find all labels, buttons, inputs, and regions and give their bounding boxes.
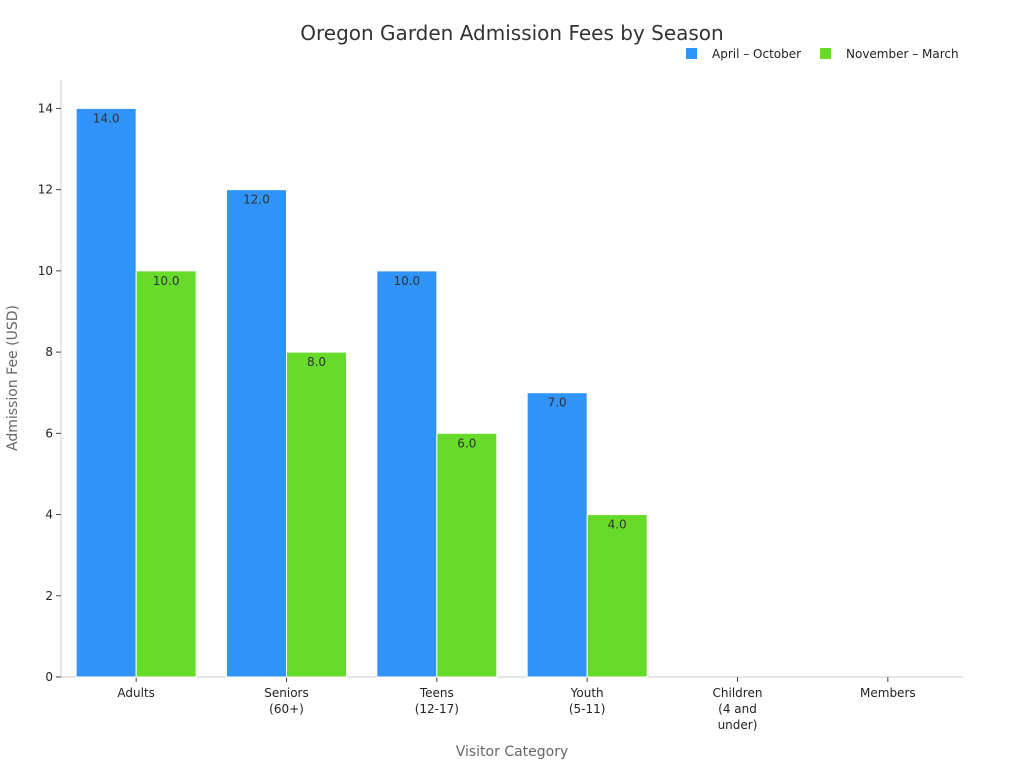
data-label: 14.0 <box>93 111 120 125</box>
legend-label: November – March <box>846 47 959 61</box>
bar <box>526 392 588 678</box>
x-tick-label-line: under) <box>718 718 758 732</box>
y-axis-title: Admission Fee (USD) <box>5 305 21 451</box>
x-tick-label: Teens (12-17) <box>415 686 459 716</box>
data-label: 8.0 <box>307 355 326 369</box>
bar <box>586 514 648 678</box>
legend-swatch <box>686 48 697 59</box>
data-label: 12.0 <box>243 193 270 207</box>
y-tick-label: 4 <box>45 508 53 522</box>
bar <box>75 107 137 678</box>
data-label: 4.0 <box>608 518 627 532</box>
y-tick-label: 8 <box>45 345 53 359</box>
y-tick-label: 0 <box>45 670 53 684</box>
data-label: 10.0 <box>153 274 180 288</box>
x-axis-title: Visitor Category <box>456 744 569 760</box>
bar <box>376 270 438 678</box>
bar <box>226 189 287 678</box>
x-tick-label-line: Adults <box>117 686 155 700</box>
x-tick-label-line: Children <box>713 686 763 700</box>
axes: 0 2 4 6 8 10 12 14 Adults Seniors (60+) Teens (12-17… <box>38 80 963 732</box>
y-tick-label: 6 <box>45 426 53 440</box>
x-tick-label: Youth (5-11) <box>569 686 606 716</box>
x-tick-label-line: (5-11) <box>569 702 606 716</box>
x-tick-label: Seniors (60+) <box>264 686 308 716</box>
legend: April – October November – March <box>686 47 959 61</box>
bar <box>286 351 347 678</box>
chart-title: Oregon Garden Admission Fees by Season <box>300 21 723 45</box>
x-tick-label-line: (4 and <box>718 702 757 716</box>
y-tick-label: 2 <box>45 589 53 603</box>
data-label: 10.0 <box>393 274 420 288</box>
x-tick-label: Adults <box>117 686 155 700</box>
x-tick-label-line: Youth <box>570 686 604 700</box>
data-label: 7.0 <box>548 396 567 410</box>
legend-swatch <box>820 48 831 59</box>
legend-label: April – October <box>712 47 801 61</box>
data-labels: 14.0 10.0 12.0 8.0 10.0 6.0 7.0 4.0 <box>93 111 627 531</box>
bar <box>135 270 197 678</box>
data-label: 6.0 <box>457 436 476 450</box>
x-tick-label-line: Members <box>860 686 916 700</box>
x-tick-label-line: (12-17) <box>415 702 459 716</box>
x-tick-label: Members <box>860 686 916 700</box>
bar <box>436 432 498 678</box>
x-tick-label-line: Seniors <box>264 686 308 700</box>
bars <box>75 107 648 678</box>
y-tick-label: 14 <box>38 101 53 115</box>
y-tick-label: 10 <box>38 264 53 278</box>
y-tick-label: 12 <box>38 183 53 197</box>
x-tick-label-line: (60+) <box>269 702 304 716</box>
x-tick-label: Children (4 and under) <box>713 686 763 732</box>
x-tick-label-line: Teens <box>419 686 454 700</box>
